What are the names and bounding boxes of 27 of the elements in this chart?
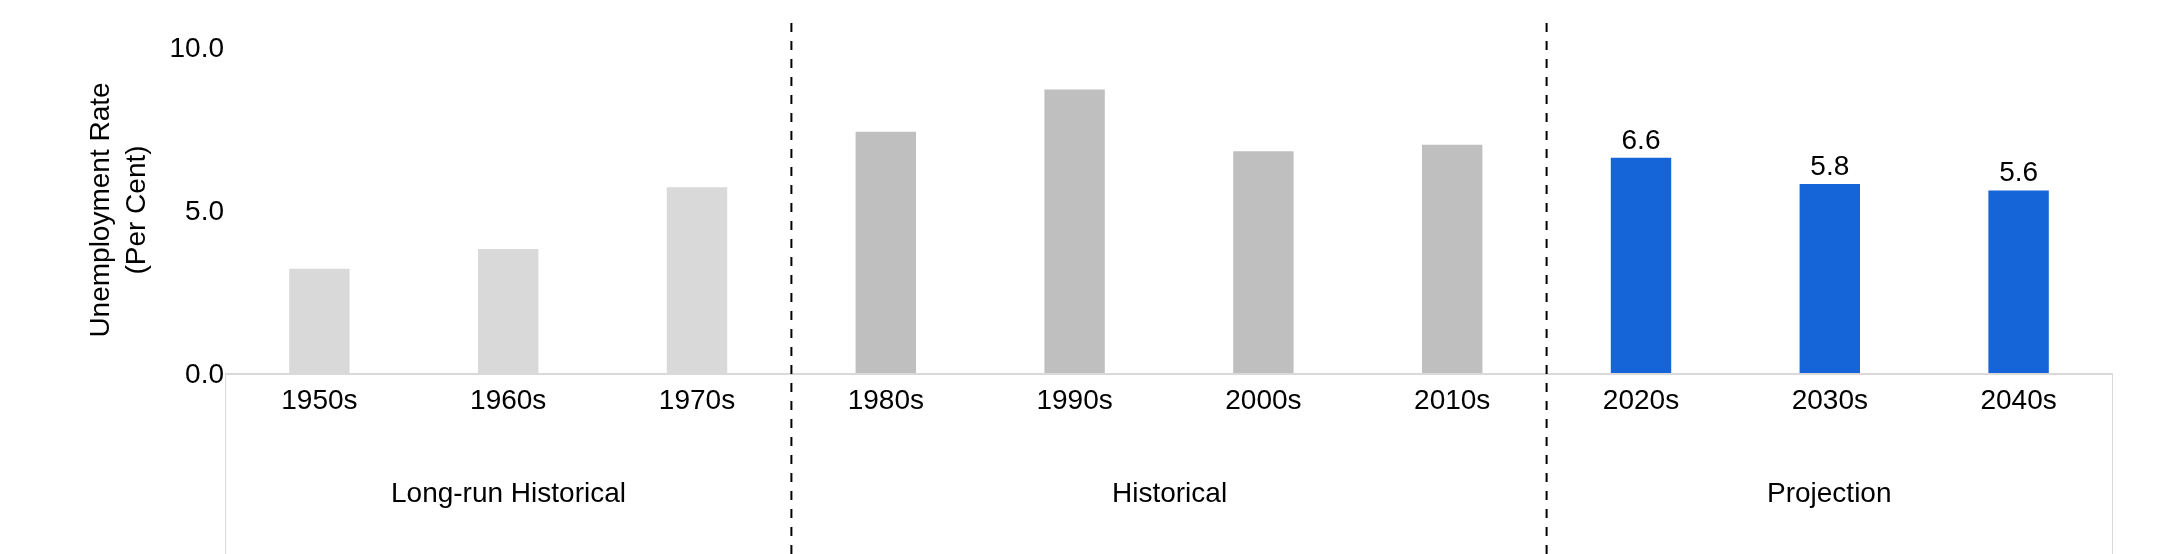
x-tick-label: 1980s bbox=[847, 383, 924, 415]
text: Projection bbox=[1767, 477, 1892, 508]
x-tick-label: 2000s bbox=[1225, 383, 1302, 415]
bar bbox=[1799, 183, 1861, 373]
x-tick-label: 2010s bbox=[1414, 383, 1491, 415]
x-tick-label: 2020s bbox=[1602, 383, 1680, 415]
bar bbox=[1421, 144, 1483, 373]
x-tick-label: 2040s bbox=[1980, 383, 2057, 415]
x-tick-label: 1960s bbox=[470, 383, 547, 415]
text: Historical bbox=[1112, 477, 1228, 508]
data-label: 6.6 bbox=[1621, 123, 1661, 155]
bar bbox=[1233, 151, 1294, 373]
y-tick-label: 10.0 bbox=[169, 31, 224, 63]
y-tick-label: 0.0 bbox=[185, 357, 224, 389]
bar bbox=[855, 131, 917, 373]
data-label: 5.6 bbox=[1999, 156, 2039, 188]
data-label: 5.8 bbox=[1810, 149, 1850, 181]
bar bbox=[1988, 190, 2049, 373]
x-tick-label: 1950s bbox=[281, 383, 358, 415]
y-tick-label: 5.0 bbox=[185, 194, 224, 226]
x-tick-label: 1970s bbox=[658, 383, 736, 415]
text: Long-run Historical bbox=[391, 477, 626, 508]
bar bbox=[1044, 89, 1105, 373]
y-axis-title: Unemployment Rate (Per Cent) bbox=[83, 82, 152, 338]
x-tick-label: 1990s bbox=[1036, 383, 1113, 415]
x-tick-label: 2030s bbox=[1791, 383, 1868, 415]
bar bbox=[1610, 157, 1672, 373]
